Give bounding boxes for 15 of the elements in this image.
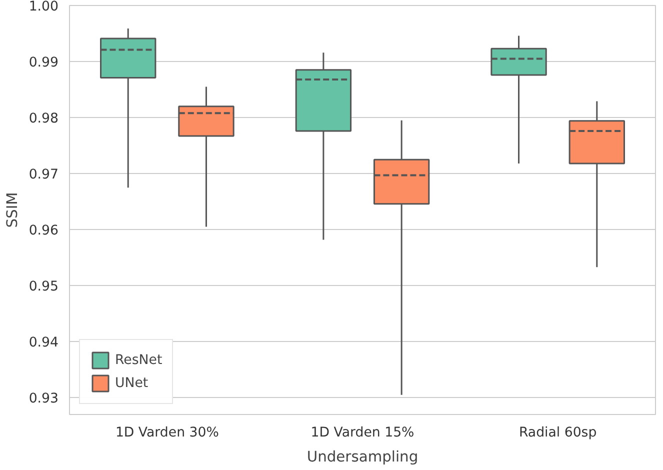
y-tick-label: 0.99 bbox=[28, 56, 59, 71]
y-tick-label: 0.98 bbox=[28, 112, 59, 127]
legend-label: UNet bbox=[115, 376, 148, 390]
y-tick-label: 1.00 bbox=[28, 0, 59, 14]
y-tick-label: 0.95 bbox=[28, 280, 59, 295]
y-tick-label: 0.94 bbox=[28, 336, 59, 351]
y-tick-label: 0.97 bbox=[28, 168, 59, 183]
y-axis-title: SSIM bbox=[4, 192, 21, 228]
y-tick-label: 0.93 bbox=[28, 392, 59, 407]
y-tick-label: 0.96 bbox=[28, 224, 59, 239]
x-tick-label: Radial 60sp bbox=[518, 426, 597, 440]
legend-label: ResNet bbox=[115, 352, 162, 368]
x-axis-title: Undersampling bbox=[306, 448, 418, 466]
x-tick-label: 1D Varden 15% bbox=[310, 426, 414, 440]
x-tick-label: 1D Varden 30% bbox=[115, 426, 219, 440]
